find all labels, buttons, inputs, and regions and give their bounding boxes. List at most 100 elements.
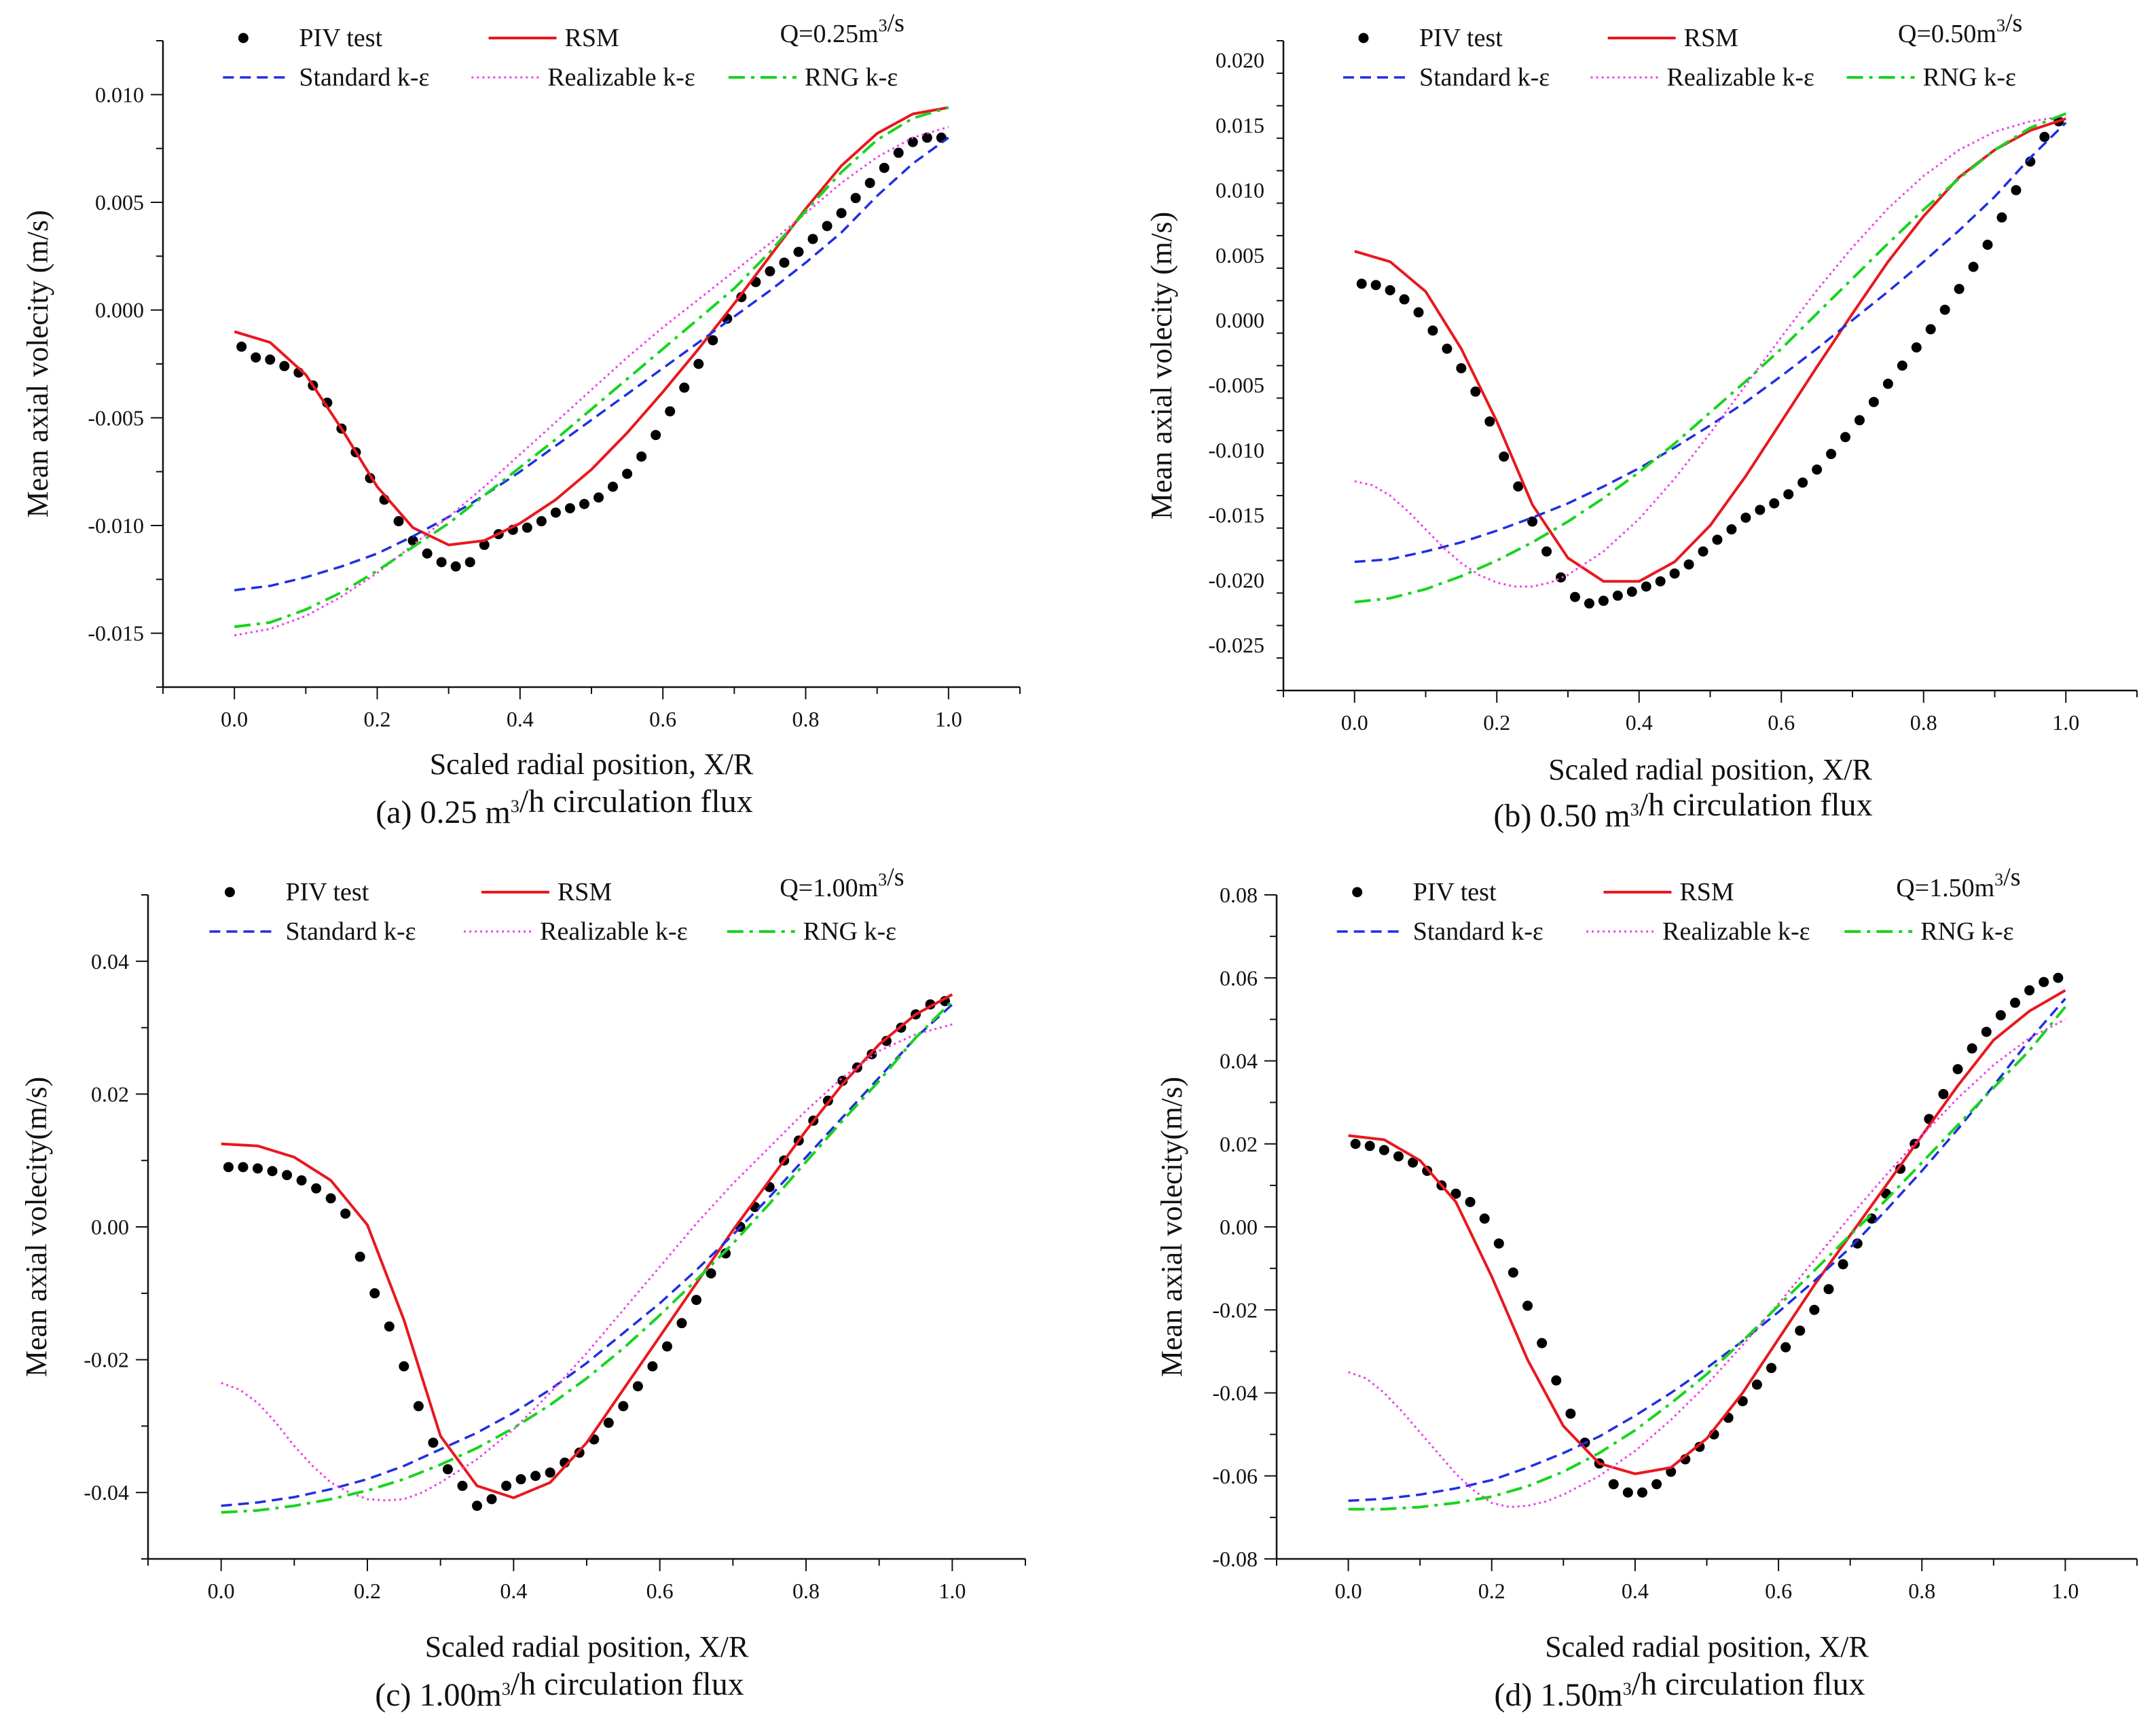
series-rng-k- bbox=[1348, 1006, 2066, 1511]
legend-item: PIV test bbox=[224, 878, 369, 906]
piv-point bbox=[1812, 464, 1823, 475]
piv-point bbox=[1378, 1145, 1389, 1156]
legend-item: Standard k-ε bbox=[223, 63, 430, 92]
piv-point bbox=[1981, 1027, 1992, 1037]
y-tick-label: -0.010 bbox=[1208, 438, 1264, 462]
flow-annotation: Q=0.25m3/s bbox=[780, 9, 905, 48]
piv-point bbox=[1698, 546, 1709, 557]
piv-point bbox=[1450, 1188, 1461, 1199]
legend-item: Realizable k-ε bbox=[464, 917, 688, 946]
piv-point bbox=[1399, 294, 1410, 305]
legend-label: Standard k-ε bbox=[299, 63, 429, 92]
piv-point bbox=[1484, 416, 1495, 427]
piv-point bbox=[864, 177, 875, 188]
piv-point bbox=[457, 1480, 468, 1491]
x-tick-label: 0.6 bbox=[646, 1579, 674, 1603]
y-tick-label: -0.08 bbox=[1212, 1547, 1258, 1571]
piv-point bbox=[603, 1418, 614, 1429]
piv-point bbox=[1442, 344, 1452, 354]
piv-point bbox=[679, 382, 690, 393]
series-rsm bbox=[1348, 989, 2066, 1475]
piv-point bbox=[1783, 489, 1794, 500]
piv-point bbox=[2024, 985, 2035, 996]
piv-point bbox=[1569, 591, 1580, 602]
piv-point bbox=[530, 1471, 541, 1481]
piv-point bbox=[2039, 976, 2049, 987]
piv-point bbox=[1626, 587, 1637, 597]
y-tick-label: 0.010 bbox=[1216, 178, 1264, 202]
legend-item: RNG k-ε bbox=[1846, 63, 2016, 92]
y-tick-label: -0.015 bbox=[88, 621, 144, 646]
piv-point bbox=[837, 1075, 848, 1086]
y-tick-label: 0.08 bbox=[1220, 883, 1258, 907]
piv-point bbox=[618, 1401, 629, 1412]
piv-point bbox=[608, 481, 619, 492]
piv-point bbox=[282, 1170, 293, 1181]
piv-point bbox=[1954, 284, 1965, 295]
y-tick-label: 0.04 bbox=[91, 949, 129, 974]
y-tick-label: -0.02 bbox=[1212, 1298, 1258, 1322]
piv-point bbox=[850, 193, 861, 204]
piv-point bbox=[579, 498, 589, 509]
piv-point bbox=[1840, 432, 1851, 443]
piv-point bbox=[1622, 1487, 1633, 1498]
piv-point bbox=[2010, 997, 2021, 1008]
piv-point bbox=[1737, 1396, 1748, 1407]
piv-point bbox=[354, 1251, 365, 1262]
piv-point bbox=[1637, 1487, 1647, 1498]
piv-point bbox=[536, 516, 547, 527]
piv-point bbox=[1499, 451, 1510, 462]
y-tick-label: -0.010 bbox=[88, 513, 144, 538]
legend-item: RSM bbox=[481, 878, 612, 906]
piv-point bbox=[251, 352, 261, 363]
series-standard-k- bbox=[1354, 122, 2067, 564]
panel-caption: (c) 1.00m3/h circulation flux bbox=[375, 1666, 744, 1713]
x-tick-label: 1.0 bbox=[2052, 710, 2079, 735]
legend-label: PIV test bbox=[1419, 24, 1503, 52]
series-standard-k- bbox=[234, 136, 949, 591]
y-tick-label: -0.06 bbox=[1212, 1464, 1258, 1488]
x-tick-label: 1.0 bbox=[935, 707, 962, 731]
piv-point bbox=[1465, 1196, 1476, 1207]
piv-point bbox=[340, 1208, 351, 1219]
piv-point bbox=[1938, 1088, 1949, 1099]
panel-caption: (b) 0.50 m3/h circulation flux bbox=[1493, 787, 1872, 834]
piv-point bbox=[550, 507, 561, 518]
piv-point bbox=[223, 1162, 234, 1173]
x-tick-label: 0.0 bbox=[1341, 710, 1368, 735]
legend-item: RNG k-ε bbox=[727, 917, 896, 946]
legend-label: RSM bbox=[565, 24, 619, 52]
legend-label: PIV test bbox=[1413, 878, 1497, 906]
x-tick-label: 0.8 bbox=[792, 1579, 820, 1603]
y-tick-label: 0.005 bbox=[1216, 243, 1264, 268]
piv-point bbox=[253, 1163, 263, 1174]
y-axis-label: Mean axial volecity (m/s) bbox=[1145, 212, 1178, 519]
piv-point bbox=[708, 335, 718, 346]
piv-point bbox=[1755, 504, 1766, 515]
piv-point bbox=[1427, 325, 1438, 336]
x-tick-label: 0.2 bbox=[354, 1579, 381, 1603]
panel-caption: (a) 0.25 m3/h circulation flux bbox=[376, 784, 753, 830]
piv-point bbox=[1795, 1325, 1806, 1336]
piv-point bbox=[436, 557, 447, 568]
piv-point bbox=[1683, 559, 1694, 570]
piv-point bbox=[1852, 1238, 1863, 1249]
y-tick-label: 0.005 bbox=[95, 190, 144, 215]
legend-item: RSM bbox=[1607, 24, 1738, 52]
legend-item: Standard k-ε bbox=[209, 917, 416, 946]
y-tick-label: -0.005 bbox=[88, 405, 144, 430]
piv-point bbox=[1350, 1139, 1361, 1149]
y-tick-label: 0.020 bbox=[1216, 48, 1264, 73]
y-tick-label: -0.02 bbox=[84, 1348, 129, 1372]
piv-point bbox=[1996, 212, 2007, 223]
series-rsm bbox=[234, 106, 949, 547]
y-tick-label: -0.005 bbox=[1208, 373, 1264, 397]
x-tick-label: 0.2 bbox=[1483, 710, 1510, 735]
piv-point bbox=[472, 1501, 482, 1511]
piv-point bbox=[1939, 304, 1950, 315]
y-tick-label: 0.010 bbox=[95, 82, 144, 107]
flow-annotation: Q=1.00m3/s bbox=[780, 863, 904, 902]
piv-point bbox=[1726, 524, 1737, 535]
x-tick-label: 0.6 bbox=[1768, 710, 1795, 735]
piv-point bbox=[1370, 280, 1381, 291]
